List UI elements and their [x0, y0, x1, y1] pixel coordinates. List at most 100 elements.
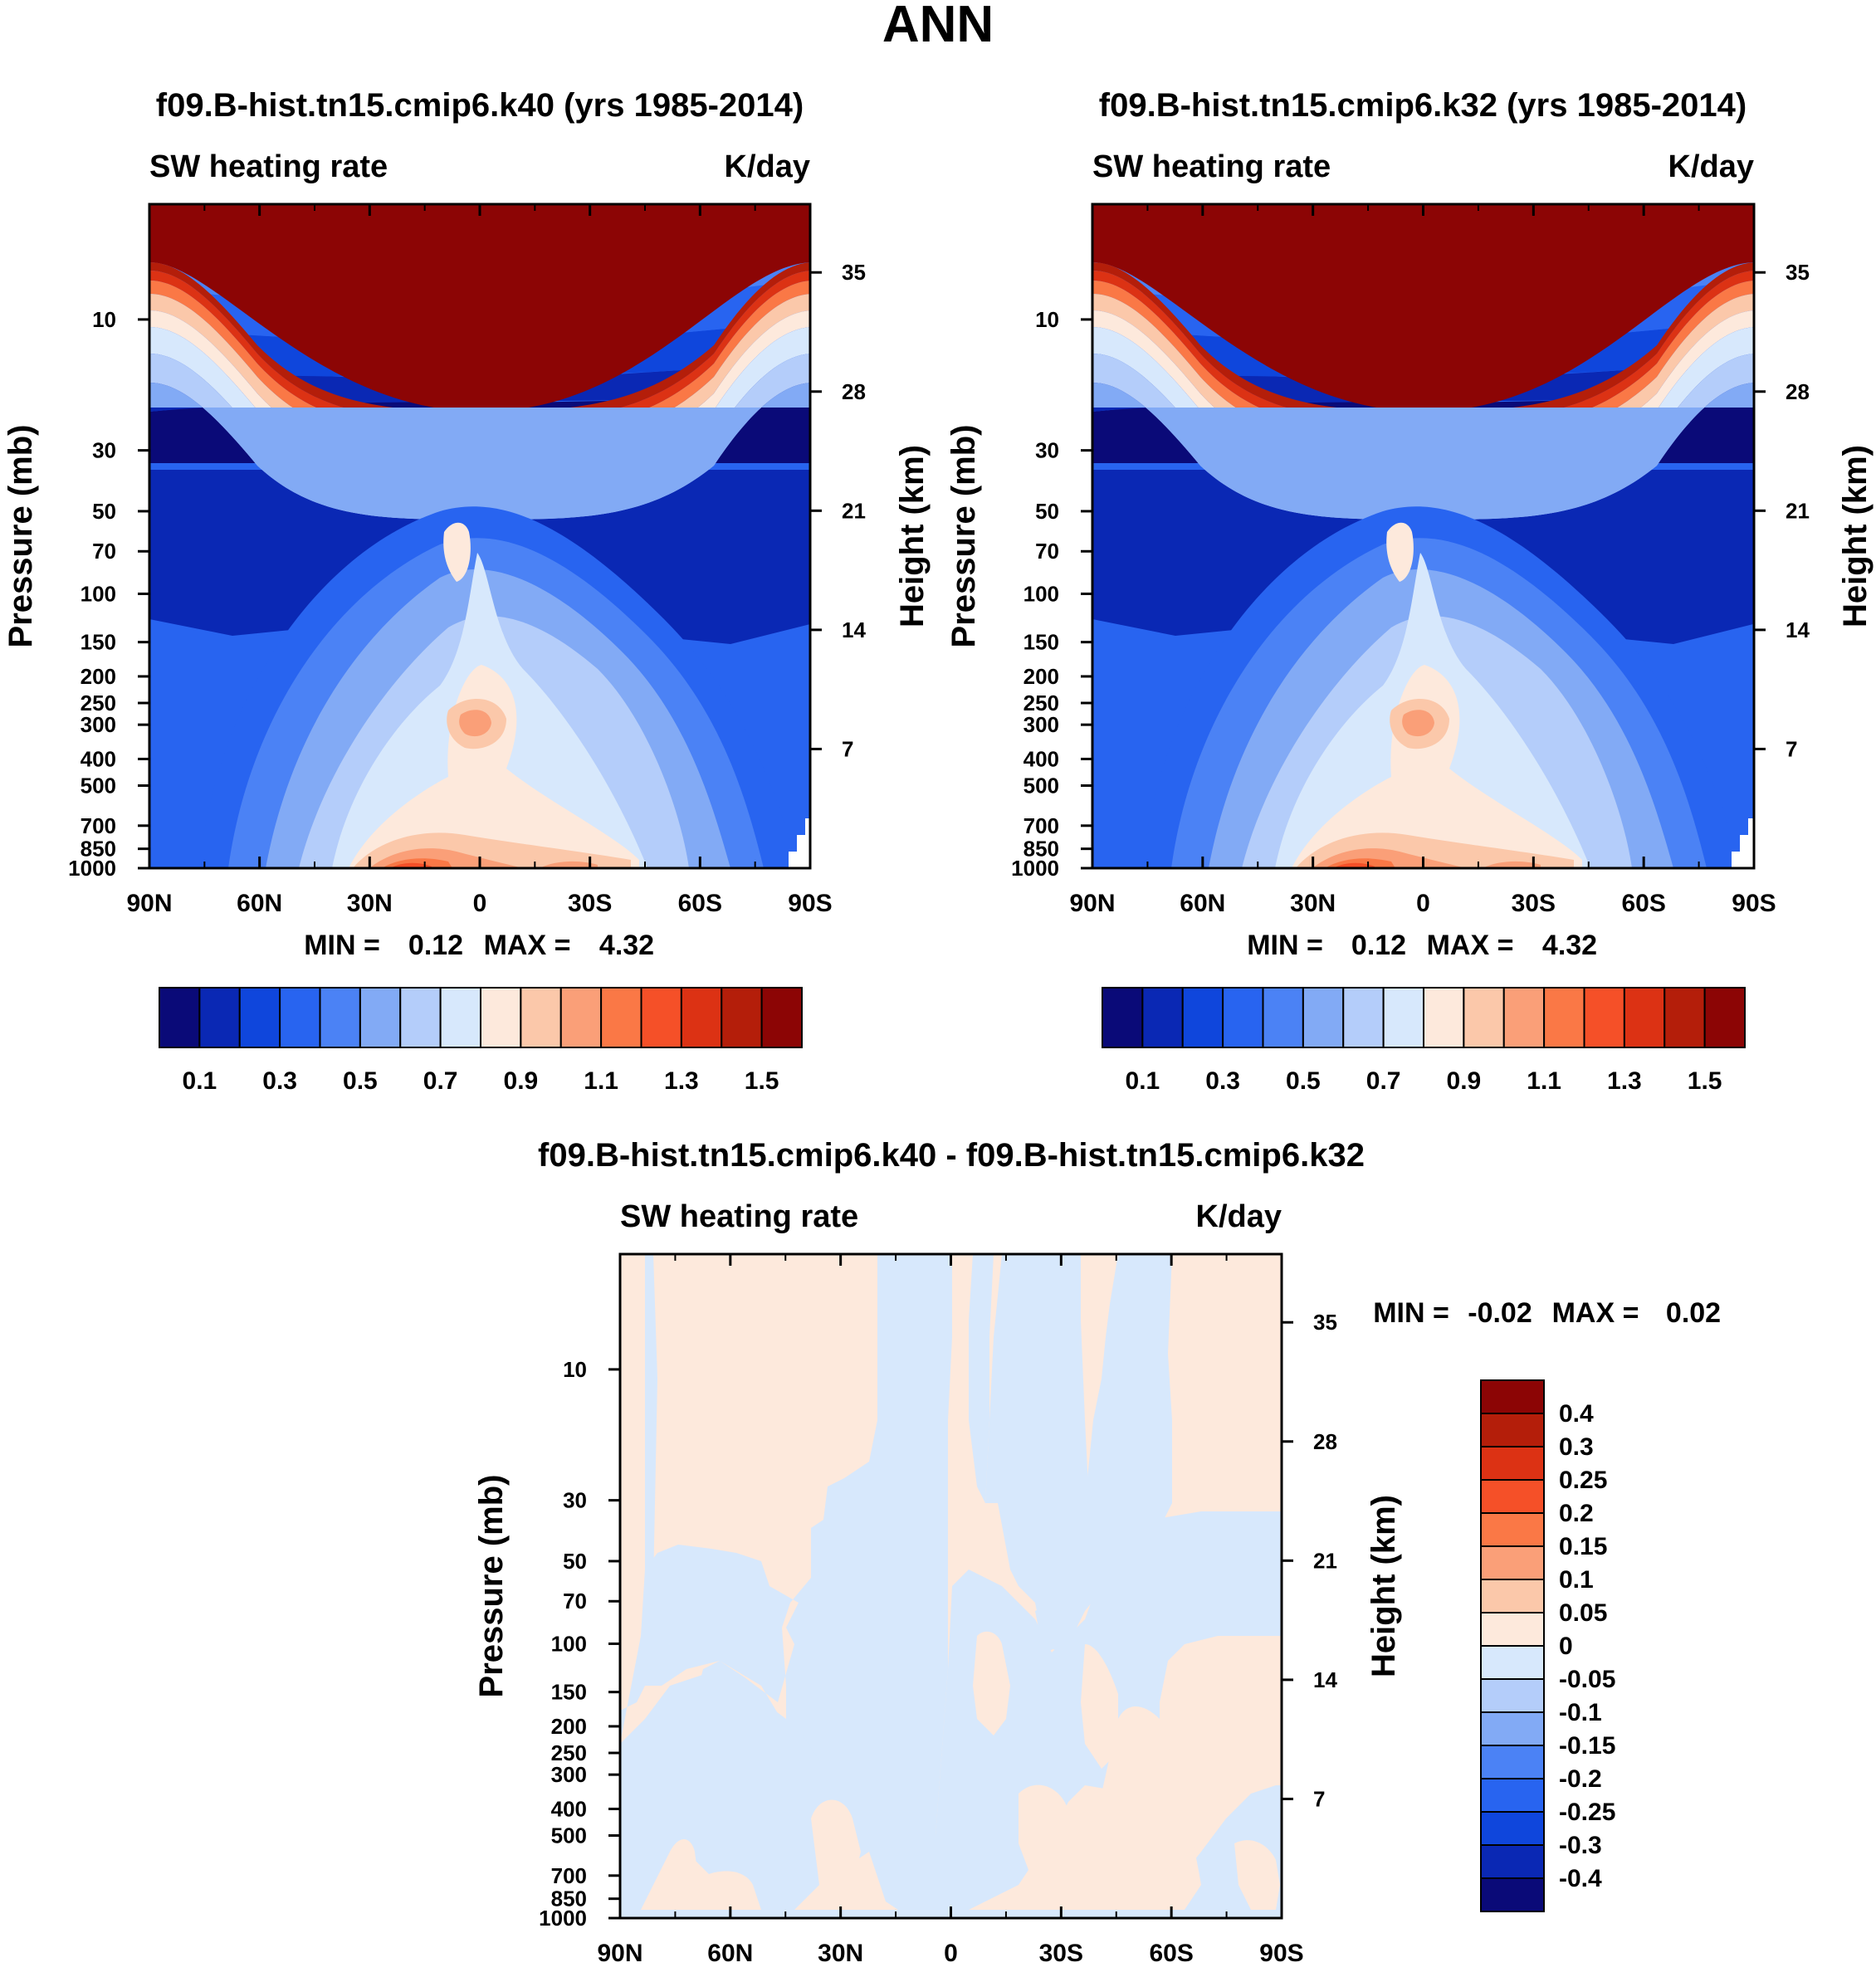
y-axis-label: Pressure (mb): [2, 425, 39, 648]
diff-pos-2: [973, 1631, 1010, 1735]
x-tick-label: 90S: [1259, 1940, 1303, 1967]
y-tick-label: 1000: [68, 856, 116, 881]
fill-corner: [1732, 818, 1754, 868]
fill-tropic-14: [540, 861, 598, 868]
colorbar-label: 0.5: [343, 1067, 378, 1095]
fill-tropic-9: [459, 710, 491, 737]
max-label: MAX =: [1552, 1297, 1639, 1329]
x-tick-label: 60N: [707, 1940, 753, 1967]
colorbar: 0.1 0.3 0.5 0.7 0.9 1.1 1.3 1.5: [1102, 987, 1746, 1095]
y-right-tick-label: 35: [842, 260, 866, 285]
colorbar-box: [1703, 987, 1746, 1048]
diff-neg-5: [985, 1254, 1089, 1652]
right-string: K/day: [1668, 149, 1754, 184]
diff-neg-3: [948, 1254, 952, 1420]
y-tick-label: 400: [551, 1796, 587, 1821]
y-axis-label-right: Height (km): [1365, 1495, 1402, 1677]
y-tick-label: 500: [551, 1823, 587, 1848]
colorbar-box: [1222, 987, 1264, 1048]
y-tick-label: 10: [563, 1357, 587, 1382]
colorbar-box: [520, 987, 562, 1048]
colorbar-box: [1480, 1545, 1545, 1580]
colorbar-box: [1480, 1479, 1545, 1514]
colorbar-label: 0.7: [423, 1067, 458, 1095]
fill-corner: [789, 818, 810, 868]
colorbar-box: [1342, 987, 1385, 1048]
y-tick-label: 30: [563, 1488, 587, 1513]
colorbar-box: [159, 987, 201, 1048]
contour-fills: [149, 204, 810, 868]
y-tick-label: 700: [1023, 813, 1059, 838]
colorbar-label: 0.2: [1559, 1500, 1594, 1527]
y-axis-label: Pressure (mb): [945, 425, 982, 648]
y-tick-label: 50: [92, 499, 116, 524]
colorbar-label: 0.5: [1286, 1067, 1321, 1095]
y-tick-label: 70: [92, 539, 116, 564]
x-tick-label: 30S: [1039, 1940, 1083, 1967]
colorbar-box: [721, 987, 763, 1048]
diff-pos-4: [811, 1799, 861, 1901]
y-tick-label: 200: [551, 1714, 587, 1739]
y-tick-label: 500: [1023, 773, 1059, 798]
y-right-tick-label: 28: [1313, 1429, 1337, 1454]
min-value: 0.12: [1351, 930, 1406, 961]
y-tick-label: 700: [551, 1863, 587, 1888]
y-tick-label: 70: [1035, 539, 1059, 564]
y-tick-label: 250: [1023, 691, 1059, 715]
y-tick-label: 150: [551, 1680, 587, 1705]
axes: 90N 60N 30N 0 30S 60S 90S103050701001502002503…: [539, 1254, 1337, 1967]
colorbar-box: [1480, 1745, 1545, 1779]
y-tick-label: 400: [81, 746, 116, 771]
y-right-tick-label: 28: [842, 379, 866, 404]
right-string: K/day: [1196, 1199, 1282, 1234]
fill-tropic-6: [1292, 665, 1582, 868]
y-tick-label: 10: [92, 307, 116, 332]
fill-tropic-13: [390, 862, 432, 868]
x-tick-label: 90S: [788, 890, 832, 917]
colorbar-box: [1382, 987, 1424, 1048]
stats-line: MIN = 0.12 MAX = 4.32: [1247, 930, 1597, 961]
colorbar-label: 0.05: [1559, 1599, 1607, 1627]
y-tick-label: 700: [81, 813, 116, 838]
panel-title: f09.B-hist.tn15.cmip6.k40 (yrs 1985-2014…: [156, 87, 804, 124]
colorbar-box: [1480, 1778, 1545, 1813]
x-tick-label: 90N: [597, 1940, 642, 1967]
colorbar-box: [640, 987, 682, 1048]
colorbar-label: -0.25: [1559, 1799, 1615, 1826]
colorbar-box: [1480, 1711, 1545, 1746]
colorbar-box: [1480, 1413, 1545, 1447]
colorbar-box: [1583, 987, 1625, 1048]
colorbar-box: [319, 987, 361, 1048]
y-tick-label: 850: [81, 837, 116, 862]
x-tick-label: 30S: [568, 890, 612, 917]
colorbar-box: [198, 987, 241, 1048]
y-tick-label: 100: [551, 1631, 587, 1656]
diff-neg-9: [1125, 1275, 1143, 1401]
x-tick-label: 90N: [126, 890, 172, 917]
contour-field: [149, 204, 810, 868]
colorbar-box: [1663, 987, 1706, 1048]
y-right-tick-label: 35: [1786, 260, 1810, 285]
colorbar-label: 1.3: [1607, 1067, 1642, 1095]
colorbar-label: 1.1: [584, 1067, 618, 1095]
diff-neg-4: [969, 1254, 994, 1503]
max-value: 0.02: [1666, 1297, 1721, 1329]
diff-pos-5: [1019, 1784, 1072, 1885]
left-string: SW heating rate: [149, 149, 388, 184]
contour-fills: [1092, 204, 1754, 868]
colorbar-box: [439, 987, 481, 1048]
min-label: MIN =: [304, 930, 380, 961]
axes: 90N 60N 30N 0 30S 60S 90S103050701001502002503…: [1011, 204, 1810, 917]
y-tick-label: 50: [563, 1549, 587, 1574]
fill-tropic-7: [443, 522, 471, 582]
y-axis-label-right: Height (km): [894, 445, 931, 627]
y-right-tick-label: 14: [1313, 1667, 1337, 1692]
y-right-tick-label: 7: [1786, 736, 1797, 761]
y-tick-label: 850: [551, 1887, 587, 1911]
fill-tropic-13: [1333, 862, 1375, 868]
stats-line: MIN = -0.02 MAX = 0.02: [1373, 1297, 1721, 1329]
min-value: 0.12: [408, 930, 463, 961]
colorbar-box: [1480, 1811, 1545, 1846]
colorbar-label: 0.9: [504, 1067, 539, 1095]
x-tick-label: 90N: [1069, 890, 1115, 917]
